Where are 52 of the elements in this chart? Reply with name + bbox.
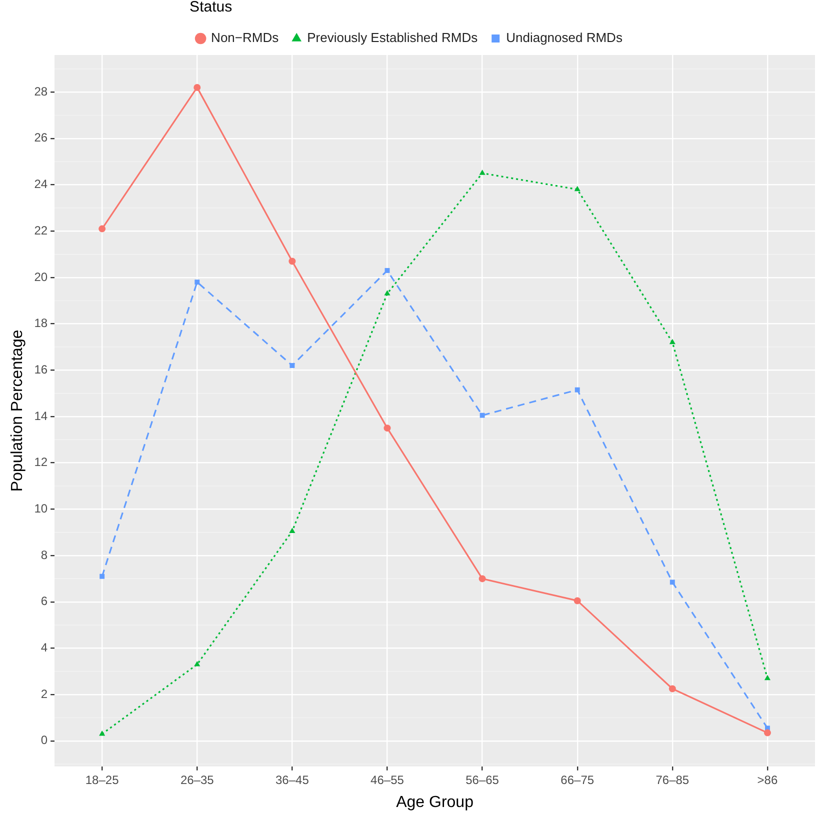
point	[480, 412, 485, 418]
y-tick-label: 28	[34, 84, 48, 98]
y-tick-label: 4	[40, 640, 48, 655]
point	[194, 660, 200, 666]
point	[764, 674, 771, 680]
point	[670, 580, 675, 585]
y-tick-label: 10	[34, 501, 48, 516]
point	[574, 186, 580, 192]
x-tick-label: 36–45	[276, 772, 310, 787]
y-tick-label: 14	[34, 408, 48, 423]
point	[100, 574, 105, 579]
y-tick-label: 18	[34, 316, 48, 330]
x-axis-title: Age Group	[396, 794, 474, 811]
point	[384, 290, 390, 296]
y-tick-label: 22	[34, 223, 48, 238]
point	[478, 575, 486, 582]
point	[194, 84, 201, 91]
y-tick-label: 12	[34, 455, 48, 470]
point	[289, 528, 296, 533]
point	[574, 597, 581, 604]
y-tick-label: 2	[40, 686, 48, 701]
x-tick-label: 26–35	[180, 772, 214, 787]
legend-label: Undiagnosed RMDs	[506, 30, 623, 46]
y-tick-label: 20	[34, 270, 48, 284]
point	[669, 338, 676, 344]
x-tick-label: 46–55	[370, 772, 404, 787]
x-tick-label: 76–85	[656, 772, 690, 787]
point	[479, 170, 486, 175]
point	[384, 268, 390, 273]
y-tick-label: 0	[40, 733, 48, 748]
legend-label: Previously Established RMDs	[307, 30, 478, 46]
point	[384, 424, 391, 432]
point	[668, 685, 676, 692]
point	[99, 730, 106, 736]
point	[574, 387, 580, 392]
y-tick-label: 6	[40, 594, 48, 608]
y-tick-label: 26	[34, 130, 48, 145]
point	[98, 225, 106, 232]
x-tick-label: 56–65	[466, 772, 500, 787]
point	[290, 363, 295, 368]
point	[288, 258, 296, 265]
point	[194, 280, 200, 285]
point	[764, 729, 771, 736]
y-tick-label: 16	[34, 362, 48, 376]
y-tick-label: 8	[40, 548, 48, 562]
y-tick-label: 24	[34, 177, 48, 192]
x-tick-label: 18–25	[85, 772, 120, 787]
legend-label: Non−RMDs	[211, 30, 280, 46]
x-tick-label: 66–75	[560, 772, 594, 787]
y-axis-title: Population Percentage	[9, 330, 26, 492]
x-tick-label: >86	[757, 772, 778, 787]
legend-title: Status	[190, 0, 232, 16]
